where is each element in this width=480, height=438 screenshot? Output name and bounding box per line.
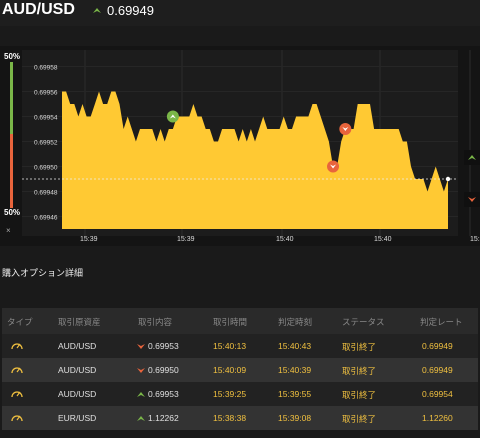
table-row[interactable]: AUD/USD 0.69953 15:40:13 15:40:43 取引終了 0.6994… <box>2 334 478 358</box>
bottom-percent-label: 50% <box>4 208 21 217</box>
cell-status: 取引終了 <box>342 390 377 400</box>
gauge-icon <box>11 367 23 374</box>
options-table: タイプ 取引原資産 取引内容 取引時間 判定時刻 ステータス 判定レート AUD… <box>2 308 478 430</box>
table-header: タイプ 取引原資産 取引内容 取引時間 判定時刻 ステータス 判定レート <box>2 308 478 334</box>
cell-trade-time: 15:38:38 <box>213 413 247 423</box>
header-bar: AUD/USD 0.69949 <box>0 0 480 26</box>
top-percent-label: 50% <box>4 52 21 61</box>
chart-panel: 50% 50% 0.69958 0.69956 0.69954 0.69952 0.69… <box>0 46 480 246</box>
down-arrow-icon <box>137 344 145 349</box>
x-tick-label: 15:4 <box>470 236 480 243</box>
col-trade-time: 取引時間 <box>213 317 248 327</box>
cell-asset: AUD/USD <box>58 341 97 351</box>
x-tick-label: 15:40 <box>374 236 392 243</box>
cell-status: 取引終了 <box>342 414 377 424</box>
cell-judge-time: 15:40:43 <box>278 341 312 351</box>
y-tick-label: 0.69954 <box>34 115 58 122</box>
cell-asset: EUR/USD <box>58 413 97 423</box>
chart-svg: 0.69958 0.69956 0.69954 0.69952 0.69950 0.699… <box>10 50 471 236</box>
cell-rate: 0.69953 <box>148 389 179 399</box>
up-arrow-icon <box>93 8 101 13</box>
current-price: 0.69949 <box>107 3 154 18</box>
up-arrow-icon <box>137 416 145 421</box>
cell-judge-time: 15:39:08 <box>278 413 312 423</box>
entry-marker-down[interactable] <box>339 123 352 135</box>
down-arrow-icon <box>137 368 145 373</box>
cell-rate: 0.69953 <box>148 341 179 351</box>
cell-status: 取引終了 <box>342 342 377 352</box>
table-row[interactable]: AUD/USD 0.69953 15:39:25 15:39:55 取引終了 0.6995… <box>2 382 478 406</box>
cell-judge-time: 15:40:39 <box>278 365 312 375</box>
cell-asset: AUD/USD <box>58 365 97 375</box>
cell-judge-rate: 0.69954 <box>422 389 453 399</box>
x-tick-label: 15:40 <box>276 236 294 243</box>
x-tick-label: 15:39 <box>177 236 195 243</box>
gauge-icon <box>11 415 23 422</box>
y-tick-label: 0.69948 <box>34 190 58 197</box>
col-asset: 取引原資産 <box>58 317 101 327</box>
table-row[interactable]: AUD/USD 0.69950 15:40:09 15:40:39 取引終了 0.6994… <box>2 358 478 382</box>
cell-judge-rate: 0.69949 <box>422 365 453 375</box>
cell-judge-rate: 0.69949 <box>422 341 453 351</box>
up-arrow-icon <box>137 392 145 397</box>
section-title: 購入オプション詳細 <box>2 268 84 278</box>
col-judge-time: 判定時刻 <box>278 317 313 327</box>
gauge-icon <box>11 343 23 350</box>
put-side-button[interactable] <box>464 192 480 207</box>
cell-trade-time: 15:40:13 <box>213 341 247 351</box>
cell-rate: 0.69950 <box>148 365 179 375</box>
pair-title: AUD/USD <box>2 1 75 18</box>
y-tick-label: 0.69946 <box>34 215 58 222</box>
down-ratio-bar <box>10 134 13 208</box>
cell-asset: AUD/USD <box>58 389 97 399</box>
close-icon[interactable]: × <box>6 226 11 235</box>
col-status: ステータス <box>342 317 385 327</box>
col-type: タイプ <box>7 317 33 327</box>
col-content: 取引内容 <box>138 317 173 327</box>
cell-rate: 1.12262 <box>148 413 179 423</box>
col-judge-rate: 判定レート <box>420 317 463 327</box>
up-arrow-icon <box>468 155 476 160</box>
y-tick-label: 0.69958 <box>34 65 58 72</box>
y-tick-label: 0.69950 <box>34 165 58 172</box>
y-tick-label: 0.69956 <box>34 90 58 97</box>
cell-trade-time: 15:40:09 <box>213 365 247 375</box>
cell-trade-time: 15:39:25 <box>213 389 247 399</box>
up-ratio-bar <box>10 62 13 134</box>
entry-marker-down[interactable] <box>327 160 340 173</box>
cell-judge-rate: 1.12260 <box>422 413 453 423</box>
x-tick-label: 15:39 <box>80 236 98 243</box>
entry-marker-up[interactable] <box>166 110 179 123</box>
gauge-icon <box>11 391 23 398</box>
cell-judge-time: 15:39:55 <box>278 389 312 399</box>
current-price-dot <box>445 176 451 182</box>
price-area <box>62 91 448 229</box>
down-arrow-icon <box>468 197 476 202</box>
table-row[interactable]: EUR/USD 1.12262 15:38:38 15:39:08 取引終了 1.1226… <box>2 406 478 430</box>
y-tick-label: 0.69952 <box>34 140 58 147</box>
cell-status: 取引終了 <box>342 366 377 376</box>
call-side-button[interactable] <box>464 150 480 165</box>
